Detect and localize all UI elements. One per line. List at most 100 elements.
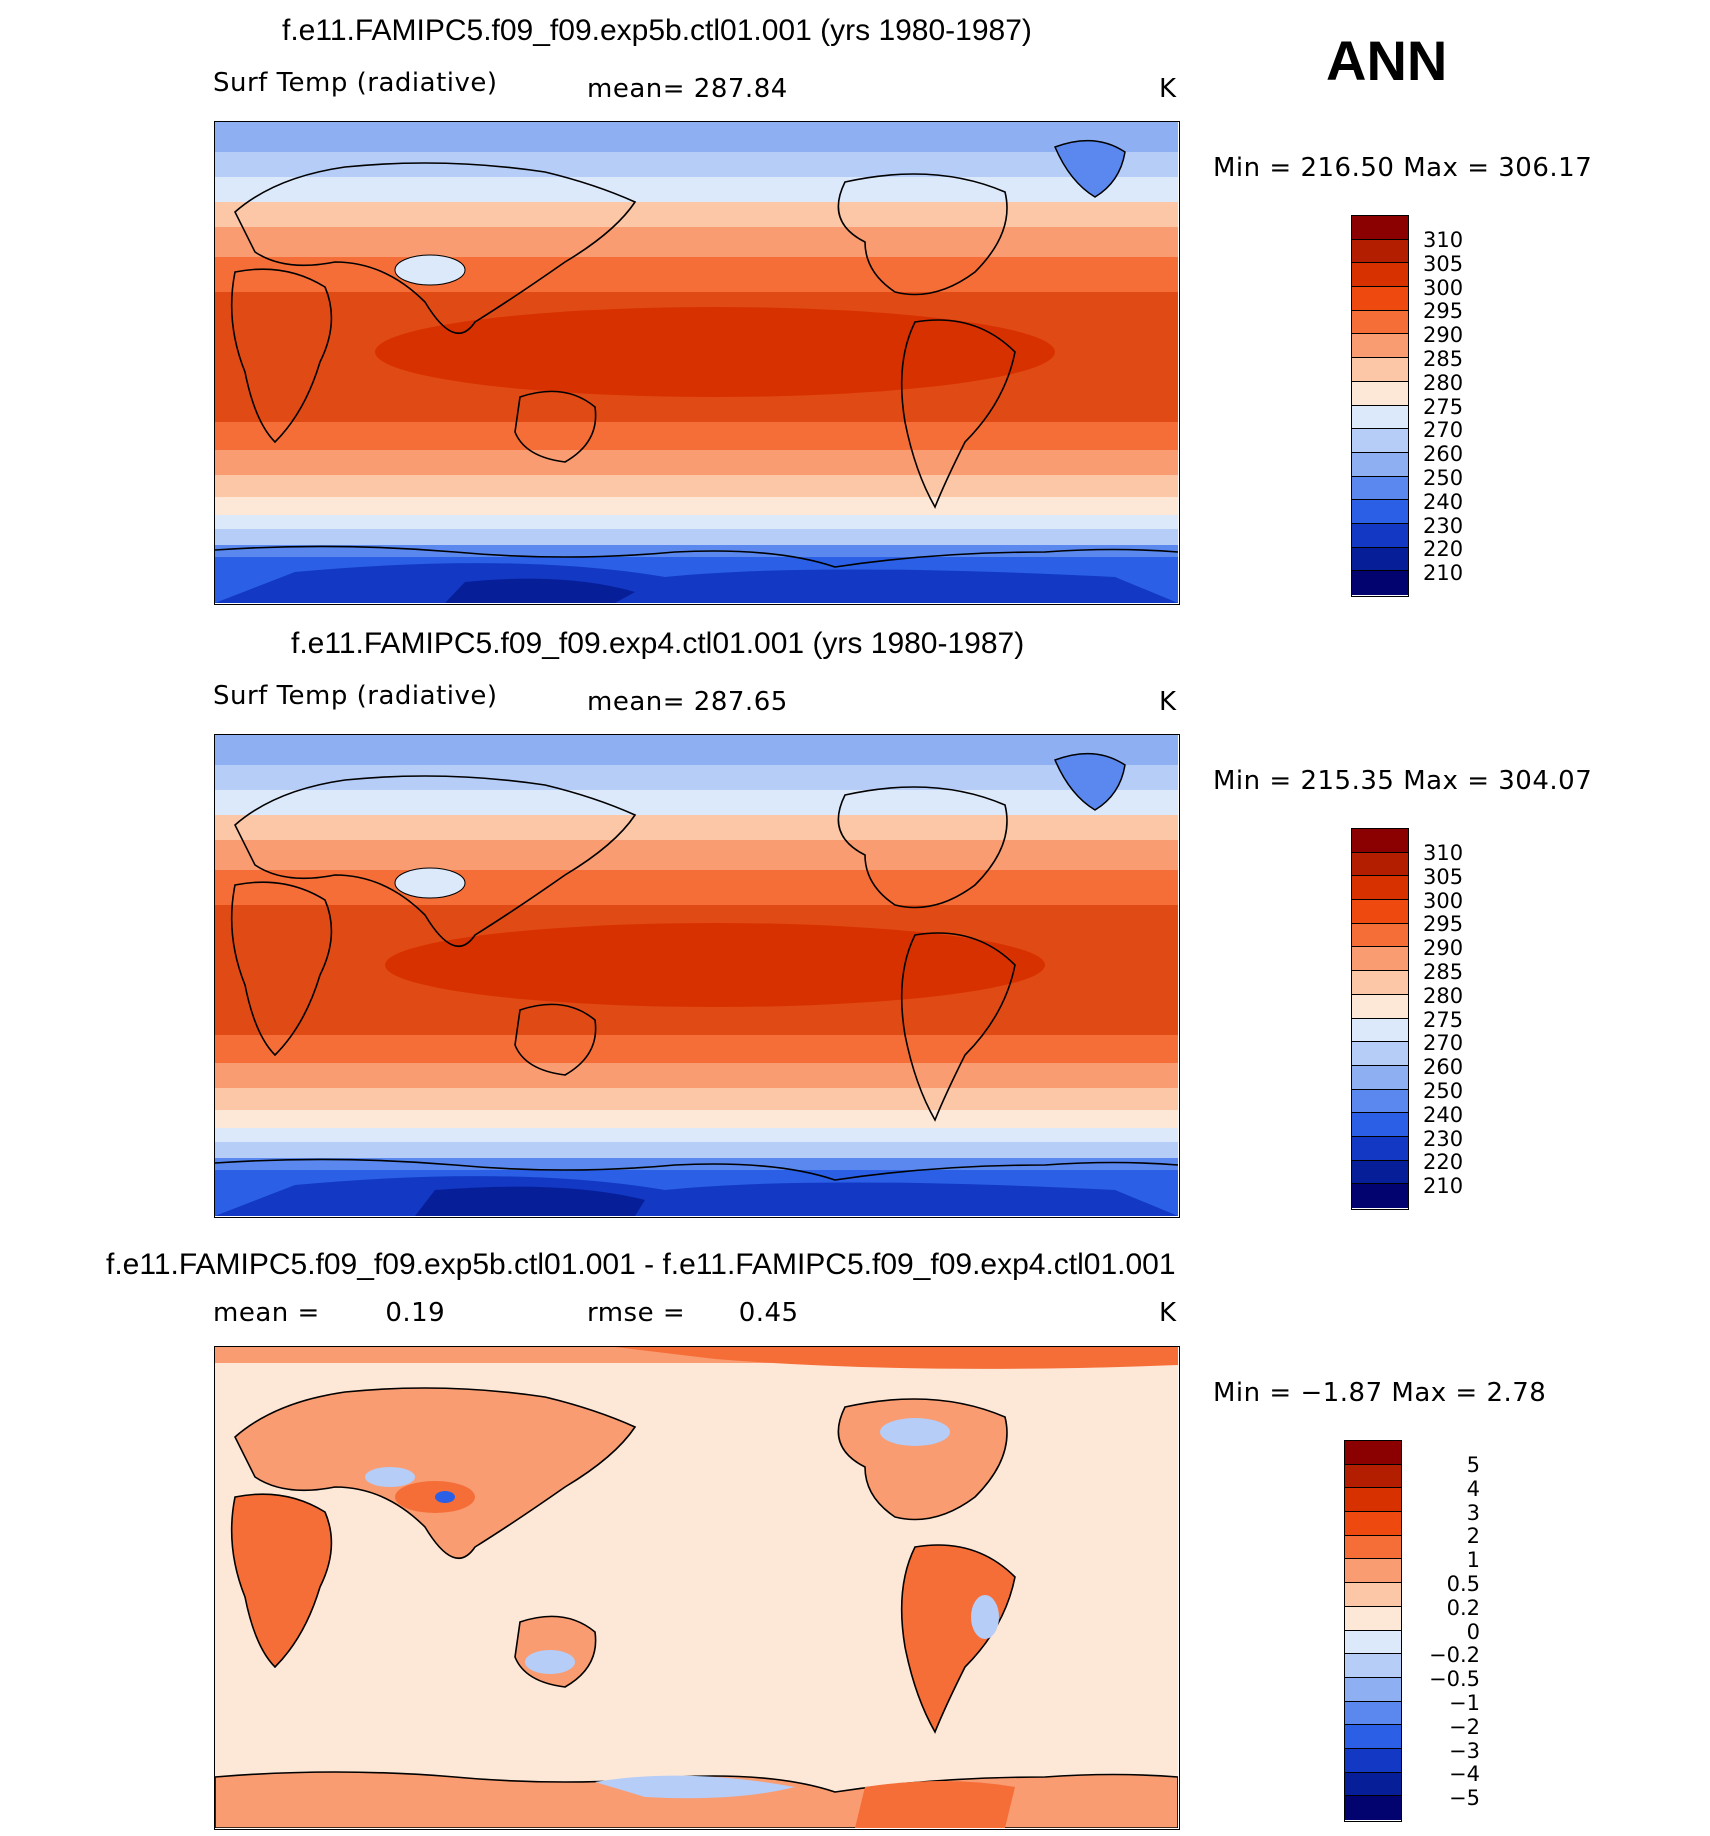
colorbar-swatch	[1352, 852, 1408, 877]
colorbar-swatch	[1352, 1089, 1408, 1114]
colorbar-tick: −2	[1449, 1715, 1480, 1739]
colorbar-swatch	[1345, 1725, 1401, 1749]
colorbar-swatch	[1352, 263, 1408, 288]
colorbar-tick: 230	[1423, 514, 1464, 538]
colorbar-tick: 295	[1423, 912, 1464, 936]
colorbar-tick: 0.5	[1446, 1572, 1480, 1596]
colorbar-tick: 310	[1423, 228, 1464, 252]
colorbar-tick: 275	[1423, 1008, 1464, 1032]
panel2-mean-label: mean=	[587, 687, 686, 717]
colorbar-swatch	[1352, 429, 1408, 453]
colorbar-swatch	[1352, 1184, 1408, 1208]
panel2-colorbar-labels: 310 305 300 295 290 285 280 275 270 260 …	[1423, 828, 1483, 1210]
colorbar-tick: 240	[1423, 1103, 1464, 1127]
panel3-rmse-label: rmse =	[587, 1298, 686, 1328]
colorbar-tick: −5	[1449, 1786, 1480, 1810]
colorbar-tick: −1	[1449, 1691, 1480, 1715]
panel3-units: K	[1159, 1298, 1177, 1328]
panel1-mean-value: 287.84	[693, 74, 788, 104]
colorbar-swatch	[1352, 405, 1408, 430]
colorbar-swatch	[1345, 1583, 1401, 1607]
colorbar-tick: 4	[1466, 1477, 1480, 1501]
colorbar-swatch	[1352, 216, 1408, 240]
colorbar-swatch	[1352, 476, 1408, 501]
colorbar-swatch	[1345, 1654, 1401, 1678]
panel3-title: f.e11.FAMIPC5.f09_f09.exp5b.ctl01.001 - …	[106, 1248, 1176, 1281]
colorbar-tick: 295	[1423, 299, 1464, 323]
colorbar-tick: 240	[1423, 490, 1464, 514]
colorbar-swatch	[1352, 358, 1408, 382]
colorbar-tick: 310	[1423, 841, 1464, 865]
panel1-colorbar-labels: 310 305 300 295 290 285 280 275 270 260 …	[1423, 215, 1483, 597]
colorbar-tick: 250	[1423, 466, 1464, 490]
colorbar-tick: 305	[1423, 865, 1464, 889]
colorbar-swatch	[1352, 239, 1408, 264]
colorbar-swatch	[1352, 1042, 1408, 1066]
colorbar-tick: 270	[1423, 1031, 1464, 1055]
colorbar-swatch	[1352, 334, 1408, 359]
colorbar-tick: 220	[1423, 1150, 1464, 1174]
colorbar-tick: 260	[1423, 1055, 1464, 1079]
colorbar-swatch	[1345, 1535, 1401, 1560]
colorbar-tick: 280	[1423, 371, 1464, 395]
colorbar-tick: 210	[1423, 561, 1464, 585]
panel1-colorbar	[1351, 215, 1409, 597]
colorbar-swatch	[1352, 571, 1408, 595]
colorbar-swatch	[1345, 1606, 1401, 1631]
colorbar-swatch	[1345, 1701, 1401, 1726]
colorbar-swatch	[1352, 947, 1408, 972]
panel3-mean-label: mean =	[213, 1298, 320, 1328]
colorbar-tick: 285	[1423, 347, 1464, 371]
panel1-title: f.e11.FAMIPC5.f09_f09.exp5b.ctl01.001 (y…	[282, 14, 1032, 47]
colorbar-tick: 3	[1466, 1501, 1480, 1525]
panel3-colorbar-labels: 5 4 3 2 1 0.5 0.2 0 −0.2 −0.5 −1 −2 −3 −…	[1410, 1440, 1480, 1822]
colorbar-swatch	[1352, 287, 1408, 311]
panel2-mean-value: 287.65	[693, 687, 788, 717]
colorbar-swatch	[1345, 1512, 1401, 1536]
panel3-colorbar	[1344, 1440, 1402, 1822]
colorbar-swatch	[1352, 900, 1408, 924]
colorbar-swatch	[1352, 1065, 1408, 1090]
colorbar-swatch	[1345, 1559, 1401, 1584]
colorbar-swatch	[1352, 1136, 1408, 1161]
panel2-mean: mean= 287.65	[587, 687, 788, 717]
season-label: ANN	[1326, 29, 1448, 92]
panel3-mean: mean = 0.19	[213, 1298, 445, 1328]
panel2-map	[214, 734, 1180, 1218]
panel1-map	[214, 121, 1180, 605]
colorbar-swatch	[1352, 876, 1408, 901]
colorbar-swatch	[1352, 1160, 1408, 1185]
panel1-units: K	[1159, 74, 1177, 104]
panel3-map	[214, 1346, 1180, 1830]
panel2-title: f.e11.FAMIPC5.f09_f09.exp4.ctl01.001 (yr…	[291, 627, 1025, 660]
colorbar-tick: 0	[1466, 1620, 1480, 1644]
colorbar-tick: 2	[1466, 1524, 1480, 1548]
colorbar-swatch	[1352, 923, 1408, 948]
colorbar-tick: 300	[1423, 276, 1464, 300]
panel1-variable: Surf Temp (radiative)	[213, 68, 498, 98]
colorbar-tick: 210	[1423, 1174, 1464, 1198]
colorbar-swatch	[1352, 310, 1408, 335]
colorbar-swatch	[1352, 500, 1408, 524]
colorbar-tick: 5	[1466, 1453, 1480, 1477]
colorbar-swatch	[1345, 1441, 1401, 1465]
panel3-rmse: rmse = 0.45	[587, 1298, 799, 1328]
colorbar-tick: −4	[1449, 1762, 1480, 1786]
colorbar-tick: 230	[1423, 1127, 1464, 1151]
panel2-units: K	[1159, 687, 1177, 717]
colorbar-tick: −0.5	[1429, 1667, 1480, 1691]
colorbar-tick: 290	[1423, 323, 1464, 347]
panel1-warm-pool	[375, 307, 1055, 397]
colorbar-swatch	[1352, 547, 1408, 572]
colorbar-tick: −0.2	[1429, 1643, 1480, 1667]
colorbar-swatch	[1345, 1796, 1401, 1820]
colorbar-swatch	[1345, 1488, 1401, 1513]
panel1-min-max: Min = 216.50 Max = 306.17	[1213, 153, 1593, 183]
colorbar-swatch	[1352, 829, 1408, 853]
colorbar-swatch	[1352, 523, 1408, 548]
colorbar-tick: −3	[1449, 1739, 1480, 1763]
colorbar-swatch	[1345, 1630, 1401, 1655]
panel1-mean-label: mean=	[587, 74, 686, 104]
panel1-mean: mean= 287.84	[587, 74, 788, 104]
colorbar-tick: 220	[1423, 537, 1464, 561]
